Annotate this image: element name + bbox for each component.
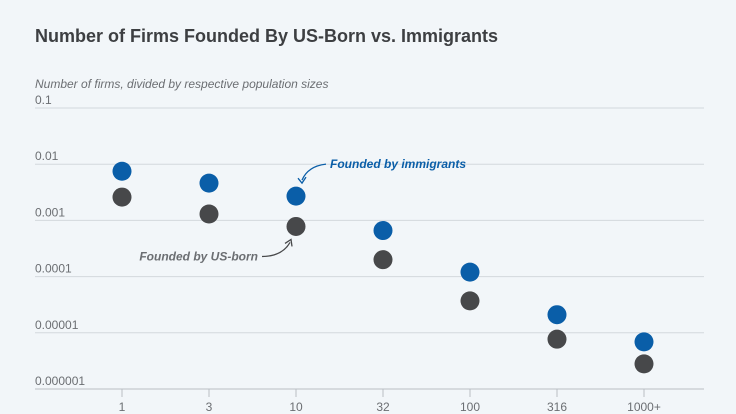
point-immigrants (112, 161, 132, 181)
point-immigrants (199, 173, 219, 193)
y-tick-label: 0.01 (35, 149, 59, 163)
annotation-arrow-us-born (261, 242, 291, 258)
data-points (112, 161, 654, 374)
y-tick-label: 0.00001 (35, 318, 79, 332)
x-tick-label: 32 (376, 400, 390, 414)
arrowhead-icon (284, 238, 293, 247)
point-us-born (199, 204, 219, 224)
point-us-born (460, 291, 480, 311)
x-tick-label: 3 (206, 400, 213, 414)
y-tick-label: 0.000001 (35, 374, 85, 388)
point-us-born (286, 216, 306, 236)
chart-title: Number of Firms Founded By US-Born vs. I… (35, 26, 499, 46)
y-axis-label: Number of firms, divided by respective p… (35, 77, 329, 91)
point-us-born (547, 329, 567, 349)
point-us-born (112, 187, 132, 207)
y-tick-labels: 0.1 0.01 0.001 0.0001 0.00001 0.000001 (35, 93, 85, 388)
point-us-born (634, 354, 654, 374)
point-immigrants (634, 332, 654, 352)
gridlines (35, 107, 704, 390)
x-tick-label: 10 (289, 400, 303, 414)
x-tick-labels: 1 3 10 32 100 316 1000+ (119, 389, 661, 414)
point-immigrants (373, 221, 393, 241)
arrowhead-icon (297, 176, 307, 185)
y-tick-label: 0.001 (35, 205, 65, 219)
point-us-born (373, 250, 393, 270)
x-tick-label: 316 (547, 400, 567, 414)
x-tick-label: 1000+ (627, 400, 661, 414)
annotation-immigrants: Founded by immigrants (330, 157, 466, 171)
point-immigrants (547, 305, 567, 325)
annotation-arrow-immigrants (301, 163, 327, 181)
x-tick-label: 100 (460, 400, 480, 414)
point-immigrants (460, 262, 480, 282)
annotations: Founded by immigrants Founded by US-born (139, 157, 466, 263)
point-immigrants (286, 186, 306, 206)
annotation-us-born: Founded by US-born (139, 249, 258, 263)
y-tick-label: 0.0001 (35, 262, 72, 276)
x-tick-label: 1 (119, 400, 126, 414)
y-tick-label: 0.1 (35, 93, 52, 107)
